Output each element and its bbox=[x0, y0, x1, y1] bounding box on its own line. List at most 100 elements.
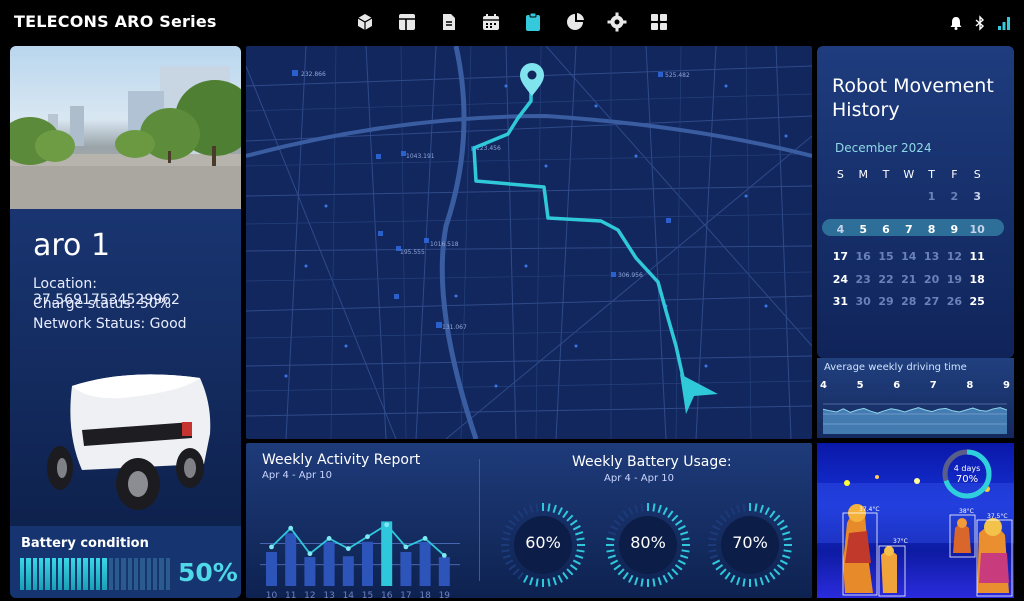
gauge-face bbox=[514, 516, 572, 574]
activity-point bbox=[345, 546, 351, 551]
battery-segment bbox=[165, 558, 170, 590]
calendar-grid: S M T W T F S 1 2 3 4 5 6 7 8 9 10 17 16 15 14 13 12 11 24 23 22 21… bbox=[829, 163, 1009, 313]
gauge-tick bbox=[640, 578, 644, 587]
location-pin-icon[interactable] bbox=[520, 63, 544, 96]
calendar-day[interactable]: 1 bbox=[927, 190, 936, 204]
gauge-tick bbox=[517, 571, 524, 580]
calendar-day[interactable]: 7 bbox=[904, 222, 913, 236]
calendar-day[interactable]: 25 bbox=[969, 295, 985, 309]
gauge-tick bbox=[730, 507, 736, 516]
calendar-day[interactable]: 8 bbox=[927, 222, 936, 236]
gauge-tick bbox=[730, 574, 736, 583]
calendar-day[interactable]: 15 bbox=[878, 250, 894, 264]
calendar-day[interactable]: 6 bbox=[882, 222, 890, 236]
calendar-day[interactable]: 9 bbox=[950, 222, 959, 236]
gauge-tick bbox=[634, 577, 639, 586]
calendar-day[interactable]: 27 bbox=[923, 295, 940, 309]
calendar-week-row: 31 30 29 28 27 26 25 bbox=[829, 291, 1009, 314]
gauge-tick bbox=[652, 578, 656, 587]
gauge-tick bbox=[709, 531, 718, 536]
thermal-camera-view[interactable]: 37.4°C 37°C 38°C 37.5°C 4 days 70% bbox=[817, 443, 1014, 598]
bluetooth-icon[interactable] bbox=[972, 15, 988, 31]
cube-icon[interactable] bbox=[352, 9, 378, 35]
gauge-tick bbox=[622, 571, 629, 580]
gauge-tick bbox=[575, 531, 584, 536]
calendar-weekday: T bbox=[928, 167, 935, 181]
calendar-day[interactable]: 20 bbox=[923, 272, 940, 286]
calendar-day[interactable]: 31 bbox=[832, 295, 849, 309]
calendar-day[interactable]: 19 bbox=[946, 272, 963, 286]
battery-segment bbox=[51, 558, 56, 590]
gauge-tick bbox=[715, 564, 724, 571]
gear-icon[interactable] bbox=[604, 9, 630, 35]
activity-point bbox=[384, 522, 390, 528]
map-label: 1016.518 bbox=[430, 241, 459, 248]
activity-point bbox=[441, 553, 447, 558]
activity-point bbox=[269, 544, 274, 550]
gauge-tick bbox=[569, 564, 578, 571]
layout-icon[interactable] bbox=[394, 9, 420, 35]
gauge-tick bbox=[617, 514, 625, 522]
gauge-tick bbox=[719, 568, 727, 576]
calendar-day[interactable]: 24 bbox=[832, 272, 849, 286]
gauge-tick bbox=[628, 507, 634, 516]
battery-segment bbox=[108, 558, 113, 590]
gauge-tick bbox=[640, 503, 644, 512]
bell-icon[interactable] bbox=[948, 15, 964, 31]
calendar-day[interactable]: 18 bbox=[969, 272, 985, 286]
ring-fill bbox=[942, 449, 992, 499]
calendar-day[interactable]: 4 bbox=[836, 222, 845, 236]
gauge-tick bbox=[742, 578, 746, 587]
gauge-tick bbox=[517, 510, 524, 519]
calendar-day[interactable]: 2 bbox=[950, 190, 959, 204]
map-label: 1043.191 bbox=[406, 153, 435, 160]
gauge-tick bbox=[634, 504, 639, 513]
gauge-tick bbox=[508, 564, 517, 571]
calendar-day[interactable]: 21 bbox=[901, 272, 917, 286]
calendar-day[interactable]: 11 bbox=[969, 250, 985, 264]
app-title: TELECONS ARO Series bbox=[14, 12, 217, 31]
calendar-day[interactable]: 29 bbox=[878, 295, 894, 309]
calendar-day[interactable]: 28 bbox=[901, 295, 917, 309]
calendar-day[interactable]: 26 bbox=[946, 295, 963, 309]
activity-tick-label: 11 bbox=[285, 591, 296, 598]
battery-usage-title: Weekly Battery Usage: bbox=[572, 454, 732, 470]
activity-tick-label: 18 bbox=[419, 591, 431, 598]
calendar-day[interactable]: 10 bbox=[969, 222, 985, 236]
calendar-weekday: F bbox=[951, 167, 958, 181]
route-map[interactable]: 232.866 1043.191 1016.518 123.456 131.06… bbox=[246, 46, 812, 439]
gauge-tick bbox=[575, 554, 584, 559]
gauge-face bbox=[721, 516, 779, 574]
gauge-tick bbox=[566, 568, 574, 576]
calendar-day[interactable]: 16 bbox=[855, 250, 871, 264]
clipboard-icon[interactable] bbox=[520, 9, 546, 35]
activity-bar bbox=[285, 533, 297, 586]
calendar-day[interactable]: 14 bbox=[901, 250, 917, 264]
gauge-tick bbox=[502, 554, 511, 559]
document-icon[interactable] bbox=[436, 9, 462, 35]
calendar-icon[interactable] bbox=[478, 9, 504, 35]
calendar-day[interactable]: 13 bbox=[923, 250, 940, 264]
calendar-day[interactable]: 17 bbox=[832, 250, 849, 264]
progress-ring-days: 4 days bbox=[953, 464, 981, 473]
calendar-day[interactable]: 12 bbox=[946, 250, 963, 264]
grid-icon[interactable] bbox=[646, 9, 672, 35]
gauge-tick bbox=[769, 510, 776, 519]
pie-chart-icon[interactable] bbox=[562, 9, 588, 35]
calendar-day[interactable]: 5 bbox=[859, 222, 868, 236]
gauge-tick bbox=[667, 510, 674, 519]
driving-tick-label: 8 bbox=[966, 380, 974, 391]
calendar-day[interactable]: 3 bbox=[973, 190, 981, 204]
gauge-tick bbox=[566, 514, 574, 522]
calendar-day[interactable]: 30 bbox=[855, 295, 871, 309]
battery-segment bbox=[20, 558, 25, 590]
gauge-tick bbox=[501, 537, 510, 541]
calendar-day[interactable]: 22 bbox=[878, 272, 894, 286]
battery-segment bbox=[32, 558, 37, 590]
gauge-tick bbox=[671, 514, 679, 522]
gauge-tick bbox=[505, 559, 514, 565]
gauge-tick bbox=[610, 525, 619, 531]
map-label: 232.866 bbox=[301, 71, 326, 78]
calendar-day[interactable]: 23 bbox=[855, 272, 871, 286]
battery-segment bbox=[89, 558, 94, 590]
